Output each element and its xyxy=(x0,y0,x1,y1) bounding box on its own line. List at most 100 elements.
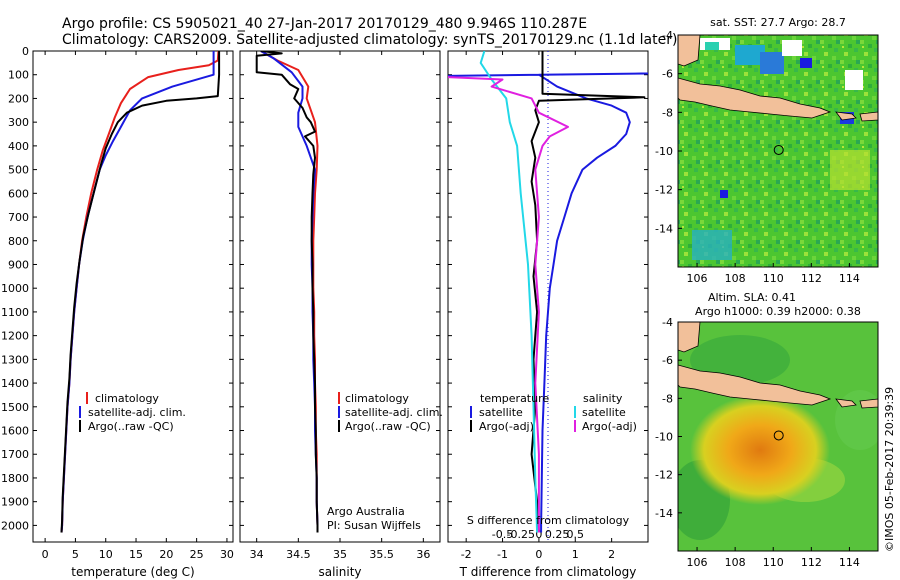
header-line2: Climatology: CARS2009. Satellite-adjuste… xyxy=(62,32,677,48)
y-tick-label: -12 xyxy=(655,184,673,197)
difference-panel: -2 -1 0 1 2 -0.5-0.25 0 0.250.5 temperature sat… xyxy=(447,50,649,579)
x-tick-label: 106 xyxy=(687,556,708,569)
legend-salinity-title: salinity xyxy=(583,392,623,405)
x-tick-label: 35 xyxy=(333,548,347,561)
s-tick-label: 0 xyxy=(535,528,542,541)
x-tick-label: 110 xyxy=(763,272,784,285)
y-tick-label: 1600 xyxy=(1,425,29,438)
y-tick-label: 2000 xyxy=(1,519,29,532)
y-tick-label: 100 xyxy=(8,69,29,82)
y-tick-label: 1100 xyxy=(1,306,29,319)
x-tick-label: 25 xyxy=(190,548,204,561)
land-bali xyxy=(835,111,857,121)
y-tick-label: 1500 xyxy=(1,401,29,414)
x-tick-label: 15 xyxy=(129,548,143,561)
y-tick-label: -14 xyxy=(655,222,673,235)
series-line-satellite xyxy=(479,51,539,533)
series-line-argo--adj- xyxy=(448,76,569,533)
y-tick-label: 800 xyxy=(8,235,29,248)
sla-map: Altim. SLA: 0.41 Argo h1000: 0.39 h2000:… xyxy=(655,291,879,569)
y-tick-label: 1300 xyxy=(1,353,29,366)
x-tick-label: 112 xyxy=(801,556,822,569)
x-tick-label: 112 xyxy=(801,272,822,285)
sla-map-title: Altim. SLA: 0.41 xyxy=(708,291,796,304)
x-tick-label: 34.5 xyxy=(286,548,311,561)
land-java xyxy=(678,364,832,406)
y-tick-label: 0 xyxy=(22,45,29,58)
land-sumatra xyxy=(678,35,701,67)
salinity-legend: climatology satellite-adj. clim. Argo(..… xyxy=(338,392,443,433)
y-tick-label: -6 xyxy=(662,354,673,367)
x-tick-label: 114 xyxy=(839,556,860,569)
series-line-argo---raw--qc- xyxy=(60,51,221,533)
temperature-legend: climatology satellite-adj. clim. Argo(..… xyxy=(79,392,186,433)
legend-sal-argo: Argo(-adj) xyxy=(582,420,637,433)
x-tick-label: 0 xyxy=(42,548,49,561)
y-tick-label: -12 xyxy=(655,469,673,482)
y-tick-label: 1000 xyxy=(1,282,29,295)
x-tick-label: 2 xyxy=(608,548,615,561)
series-line-argo---raw--qc- xyxy=(255,51,319,533)
y-tick-label: -10 xyxy=(655,431,673,444)
salinity-xlabel: salinity xyxy=(318,565,361,579)
y-tick-label: 200 xyxy=(8,92,29,105)
annotation-argo-australia: Argo Australia xyxy=(327,505,405,518)
legend-temperature-title: temperature xyxy=(480,392,549,405)
s-tick-label: 0.5 xyxy=(567,528,585,541)
x-tick-label: 108 xyxy=(725,272,746,285)
legend-satellite-adj: satellite-adj. clim. xyxy=(345,406,443,419)
x-tick-label: 108 xyxy=(725,556,746,569)
sst-map-title: sat. SST: 27.7 Argo: 28.7 xyxy=(710,16,846,29)
temperature-panel: 0 5 10 15 20 25 300100200300400500600700800900… xyxy=(1,45,234,579)
x-tick-label: 5 xyxy=(72,548,79,561)
argo-location-marker xyxy=(773,430,784,441)
y-tick-label: 300 xyxy=(8,116,29,129)
y-tick-label: -4 xyxy=(662,316,673,329)
s-tick-label: -0.5 xyxy=(492,528,513,541)
land-bali xyxy=(835,398,857,408)
y-tick-label: 500 xyxy=(8,164,29,177)
legend-argo: Argo(..raw -QC) xyxy=(88,420,174,433)
x-tick-label: 30 xyxy=(220,548,234,561)
y-tick-label: 1200 xyxy=(1,330,29,343)
legend-climatology: climatology xyxy=(345,392,409,405)
legend-sal-satellite: satellite xyxy=(582,406,626,419)
difference-legend: temperature satellite Argo(-adj) salinit… xyxy=(470,392,637,433)
y-tick-label: 1400 xyxy=(1,377,29,390)
credit-text: ©IMOS 05-Feb-2017 20:39:39 xyxy=(883,387,896,552)
sla-map-subtitle: Argo h1000: 0.39 h2000: 0.38 xyxy=(695,305,861,318)
x-tick-label: 114 xyxy=(839,272,860,285)
sla-warm-anomaly xyxy=(690,395,830,505)
y-tick-label: -8 xyxy=(662,106,673,119)
s-diff-label: S difference from climatology xyxy=(467,514,630,527)
land-lombok xyxy=(859,398,878,409)
legend-temp-argo: Argo(-adj) xyxy=(479,420,534,433)
legend-climatology: climatology xyxy=(95,392,159,405)
y-tick-label: -8 xyxy=(662,392,673,405)
header-line1: Argo profile: CS 5905021_40 27-Jan-2017 … xyxy=(62,16,587,32)
x-tick-label: 34 xyxy=(250,548,264,561)
x-tick-label: 1 xyxy=(572,548,579,561)
y-tick-label: -6 xyxy=(662,68,673,81)
y-tick-label: 600 xyxy=(8,187,29,200)
sst-map: sat. SST: 27.7 Argo: 28.7 106 108 110 112 11… xyxy=(655,16,879,285)
x-tick-label: 0 xyxy=(535,548,542,561)
land-java xyxy=(678,77,832,119)
x-tick-label: 110 xyxy=(763,556,784,569)
t-diff-label: T difference from climatology xyxy=(459,565,637,579)
x-tick-label: 106 xyxy=(687,272,708,285)
y-tick-label: 1900 xyxy=(1,496,29,509)
series-line-satellite xyxy=(448,72,648,533)
x-tick-label: 10 xyxy=(99,548,113,561)
land-sumatra xyxy=(678,322,701,353)
legend-temp-satellite: satellite xyxy=(479,406,523,419)
x-tick-label: 35.5 xyxy=(369,548,394,561)
s-tick-label: -0.25 xyxy=(506,528,534,541)
x-tick-label: -2 xyxy=(461,548,472,561)
legend-argo: Argo(..raw -QC) xyxy=(345,420,431,433)
x-tick-label: 20 xyxy=(159,548,173,561)
y-tick-label: 1700 xyxy=(1,448,29,461)
salinity-panel: 34 34.5 35 35.5 36 climatology satellite-adj… xyxy=(239,50,443,579)
y-tick-label: -10 xyxy=(655,145,673,158)
